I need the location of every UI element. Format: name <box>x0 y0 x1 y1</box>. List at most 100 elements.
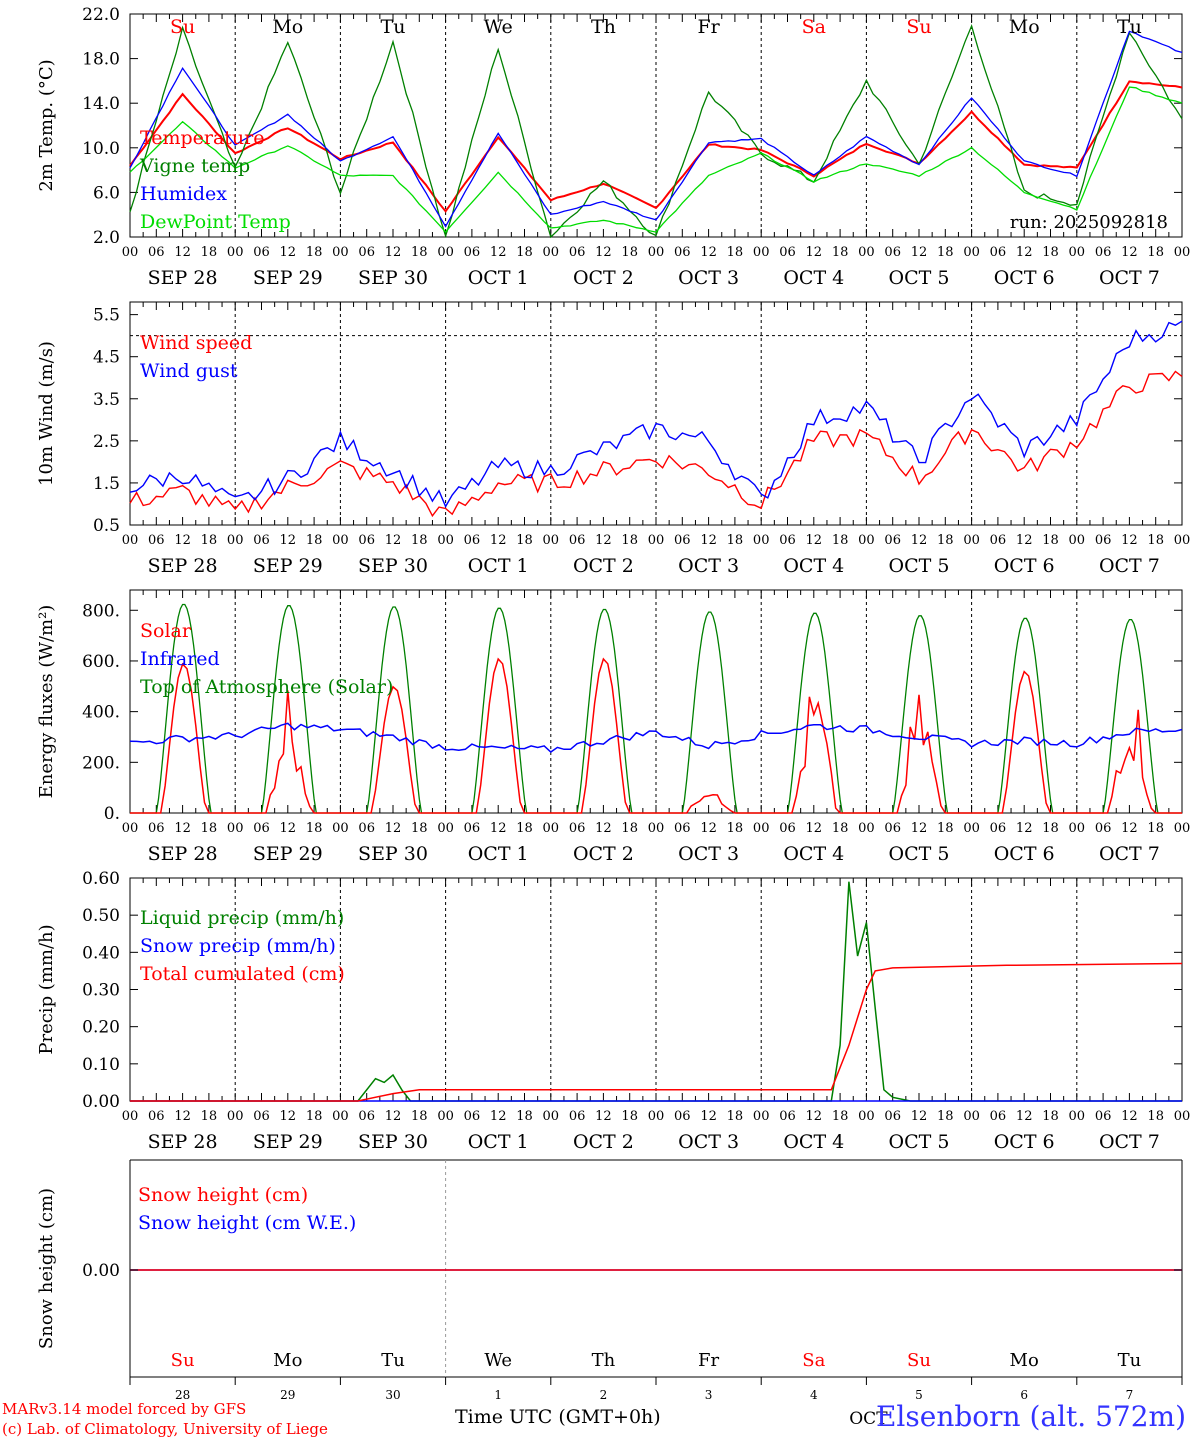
hour-tick-label: 12 <box>280 1109 297 1124</box>
hour-tick-label: 18 <box>516 1109 533 1124</box>
day-number: 29 <box>280 1388 295 1402</box>
series-total-cumulated-cm- <box>130 962 1183 1102</box>
hour-tick-label: 00 <box>122 533 139 548</box>
y-axis-title: Energy fluxes (W/m²) <box>36 605 57 799</box>
hour-tick-label: 12 <box>806 533 823 548</box>
legend-wind-speed: Wind speed <box>140 332 252 354</box>
hour-tick-label: 06 <box>464 245 481 260</box>
hour-tick-label: 00 <box>543 245 560 260</box>
y-tick-label: 2.5 <box>93 432 120 452</box>
hour-tick-label: 18 <box>621 245 638 260</box>
hour-tick-label: 18 <box>621 533 638 548</box>
date-label: OCT 1 <box>468 843 529 865</box>
weekday-label: Tu <box>1118 1350 1142 1371</box>
date-label: OCT 4 <box>783 1131 844 1153</box>
date-label: OCT 2 <box>573 843 634 865</box>
date-label: SEP 30 <box>358 555 428 577</box>
y-tick-label: 0.00 <box>82 1092 120 1112</box>
time-axis-label: Time UTC (GMT+0h) <box>455 1406 661 1428</box>
date-label: OCT 4 <box>783 555 844 577</box>
hour-tick-label: 18 <box>1042 245 1059 260</box>
weekday-label: Mo <box>1009 16 1040 38</box>
hour-tick-label: 18 <box>1147 821 1164 836</box>
hour-tick-label: 12 <box>1016 1109 1033 1124</box>
legend-snow-height-cm-: Snow height (cm) <box>138 1184 308 1206</box>
date-label: OCT 3 <box>678 843 739 865</box>
weekday-label: We <box>484 1350 512 1371</box>
hour-tick-label: 18 <box>727 821 744 836</box>
hour-tick-label: 00 <box>332 821 349 836</box>
hour-tick-label: 00 <box>122 1109 139 1124</box>
date-label: OCT 6 <box>994 555 1055 577</box>
station-title: Elsenborn (alt. 572m) <box>875 1400 1186 1433</box>
y-axis-title: 2m Temp. (°C) <box>36 59 57 191</box>
legend-solar: Solar <box>140 620 192 642</box>
hour-tick-label: 18 <box>1147 245 1164 260</box>
y-axis-title: Snow height (cm) <box>36 1188 57 1349</box>
legend-vigne-temp: Vigne temp <box>139 155 250 177</box>
hour-tick-label: 00 <box>543 821 560 836</box>
hour-tick-label: 12 <box>1016 821 1033 836</box>
hour-tick-label: 18 <box>621 1109 638 1124</box>
y-tick-label: 400. <box>82 703 120 723</box>
date-label: SEP 29 <box>253 1131 323 1153</box>
series-vigne-temp <box>129 23 1183 239</box>
weekday-label: Th <box>592 1350 616 1371</box>
hour-tick-label: 12 <box>174 245 191 260</box>
date-label: OCT 1 <box>468 555 529 577</box>
y-tick-label: 0.20 <box>82 1018 120 1038</box>
hour-tick-label: 12 <box>490 1109 507 1124</box>
series-liquid-precip-mm-h- <box>130 881 1182 1102</box>
hour-tick-label: 06 <box>674 533 691 548</box>
hour-tick-label: 18 <box>306 821 323 836</box>
legend-total-cumulated-cm-: Total cumulated (cm) <box>140 963 345 985</box>
month-marker: OCT <box>849 1409 888 1429</box>
hour-tick-label: 06 <box>464 1109 481 1124</box>
hour-tick-label: 12 <box>280 533 297 548</box>
hour-tick-label: 18 <box>832 821 849 836</box>
legend-wind-gust: Wind gust <box>140 360 238 382</box>
hour-tick-label: 12 <box>595 821 612 836</box>
hour-tick-label: 18 <box>411 821 428 836</box>
hour-tick-label: 12 <box>490 245 507 260</box>
date-label: OCT 3 <box>678 1131 739 1153</box>
hour-tick-label: 00 <box>648 1109 665 1124</box>
hour-tick-label: 12 <box>1016 245 1033 260</box>
hour-tick-label: 06 <box>884 1109 901 1124</box>
y-tick-label: 0.50 <box>82 906 120 926</box>
hour-tick-label: 12 <box>1121 821 1138 836</box>
hour-tick-label: 12 <box>385 245 402 260</box>
hour-tick-label: 18 <box>201 533 218 548</box>
day-number: 28 <box>175 1388 190 1402</box>
hour-tick-label: 06 <box>674 821 691 836</box>
weekday-label: Su <box>907 1350 931 1371</box>
series-humidex <box>129 30 1183 228</box>
hour-tick-label: 12 <box>385 821 402 836</box>
weekday-label: Tu <box>381 1350 405 1371</box>
day-number: 3 <box>705 1388 713 1402</box>
hour-tick-label: 06 <box>884 821 901 836</box>
y-tick-label: 10.0 <box>82 139 120 159</box>
hour-tick-label: 18 <box>1147 533 1164 548</box>
date-label: OCT 4 <box>783 843 844 865</box>
hour-tick-label: 06 <box>1095 245 1112 260</box>
hour-tick-label: 12 <box>1121 245 1138 260</box>
legend-infrared: Infrared <box>140 648 220 670</box>
y-tick-label: 5.5 <box>93 306 120 326</box>
hour-tick-label: 12 <box>806 1109 823 1124</box>
hour-tick-label: 18 <box>937 533 954 548</box>
date-label: OCT 7 <box>1099 267 1160 289</box>
hour-tick-label: 18 <box>621 821 638 836</box>
date-label: OCT 6 <box>994 843 1055 865</box>
hour-tick-label: 12 <box>385 533 402 548</box>
hour-tick-label: 12 <box>174 533 191 548</box>
hour-tick-label: 00 <box>332 245 349 260</box>
hour-tick-label: 00 <box>858 1109 875 1124</box>
hour-tick-label: 06 <box>253 533 270 548</box>
hour-tick-label: 00 <box>1174 533 1191 548</box>
hour-tick-label: 00 <box>858 533 875 548</box>
hour-tick-label: 06 <box>253 821 270 836</box>
hour-tick-label: 12 <box>1121 533 1138 548</box>
series-dewpoint-temp <box>129 86 1183 233</box>
run-annotation: run: 2025092818 <box>1010 212 1168 233</box>
